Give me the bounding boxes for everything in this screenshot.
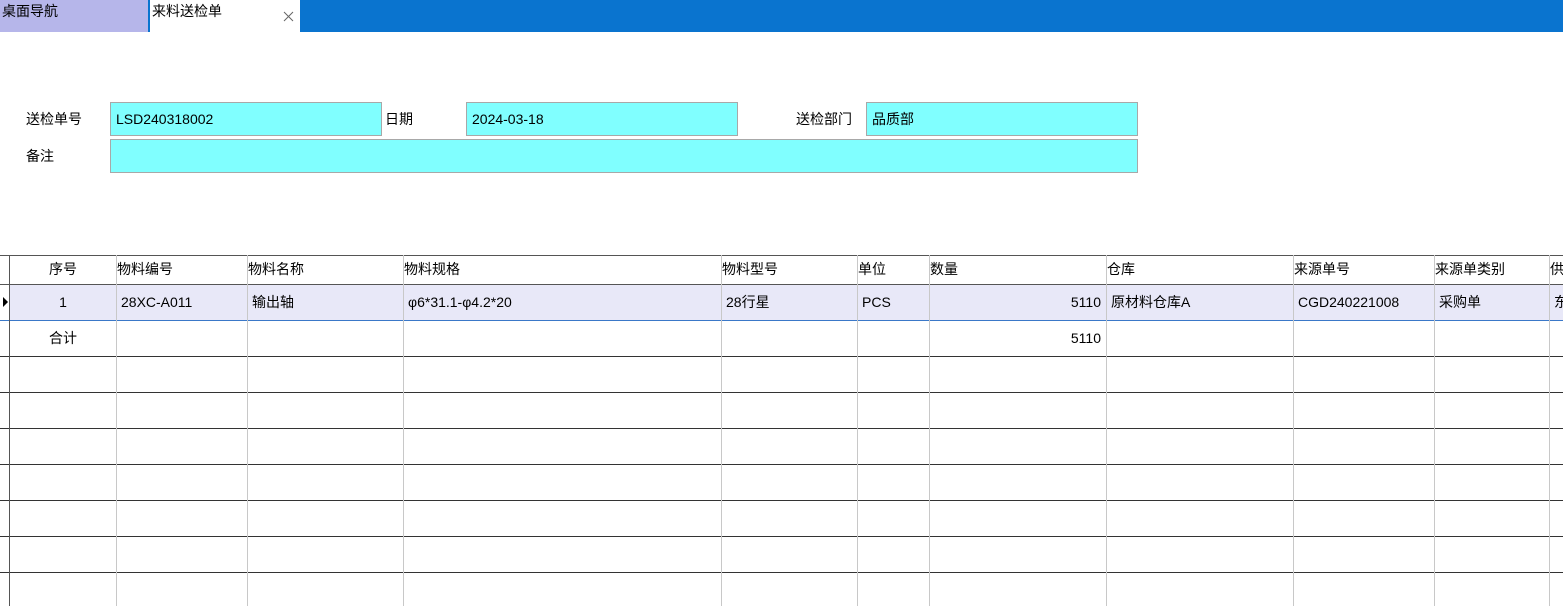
column-header: 物料规格 [404,261,460,277]
text-input[interactable]: 品质部 [866,102,1138,136]
column-header: 物料编号 [117,261,173,277]
table-cell: 采购单 [1439,294,1481,310]
grid-line [857,255,858,606]
grid-line [0,464,1563,465]
column-header: 物料名称 [248,261,304,277]
table-cell: 28行星 [726,294,770,310]
field-label: 送检单号 [26,111,82,127]
table-cell: 东 [1554,294,1563,310]
grid-line [0,356,1563,357]
grid-line [1434,255,1435,606]
grid-line [0,320,1563,321]
grid-line [1549,255,1550,606]
tab-active[interactable]: 来料送检单 [150,0,300,32]
total-label: 合计 [49,330,77,346]
column-header: 物料型号 [722,261,778,277]
table-cell: 28XC-A011 [121,294,193,310]
tab[interactable]: 桌面导航 [0,0,148,32]
column-header: 仓库 [1107,261,1135,277]
column-header: 数量 [930,261,958,277]
table-cell: 5110 [1070,294,1101,310]
table-cell: PCS [862,294,891,310]
grid-line [0,572,1563,573]
close-icon[interactable] [283,11,294,22]
table-cell: 1 [59,294,67,310]
text-input[interactable]: 2024-03-18 [466,102,738,136]
text-input[interactable]: LSD240318002 [110,102,382,136]
selected-row [10,284,1563,320]
grid-line [1106,255,1107,606]
table-cell: 输出轴 [252,294,294,310]
table-cell: CGD240221008 [1298,294,1400,310]
row-indicator [3,297,8,307]
grid-line [0,428,1563,429]
column-header: 供 [1550,261,1563,277]
column-header: 来源单号 [1294,261,1350,277]
tab-bar: 桌面导航 来料送检单 [0,0,1563,32]
field-label: 日期 [385,111,413,127]
tab-title: 来料送检单 [152,3,222,19]
field-label: 送检部门 [796,111,852,127]
grid-line [116,255,117,606]
text-input[interactable] [110,139,1138,173]
total-quantity: 5110 [1070,330,1101,346]
grid-line [0,500,1563,501]
grid-line [721,255,722,606]
table-cell: φ6*31.1-φ4.2*20 [408,294,512,310]
grid-line [0,392,1563,393]
column-header: 序号 [49,261,77,277]
table-cell: 原材料仓库A [1111,294,1191,310]
grid-line [1293,255,1294,606]
grid-line [0,284,1563,285]
field-label: 备注 [26,148,54,164]
grid-line [0,255,1563,256]
grid-line [9,255,10,606]
grid-line [0,536,1563,537]
grid-line [403,255,404,606]
grid-line [929,255,930,606]
grid-line [247,255,248,606]
column-header: 来源单类别 [1435,261,1505,277]
column-header: 单位 [858,261,886,277]
